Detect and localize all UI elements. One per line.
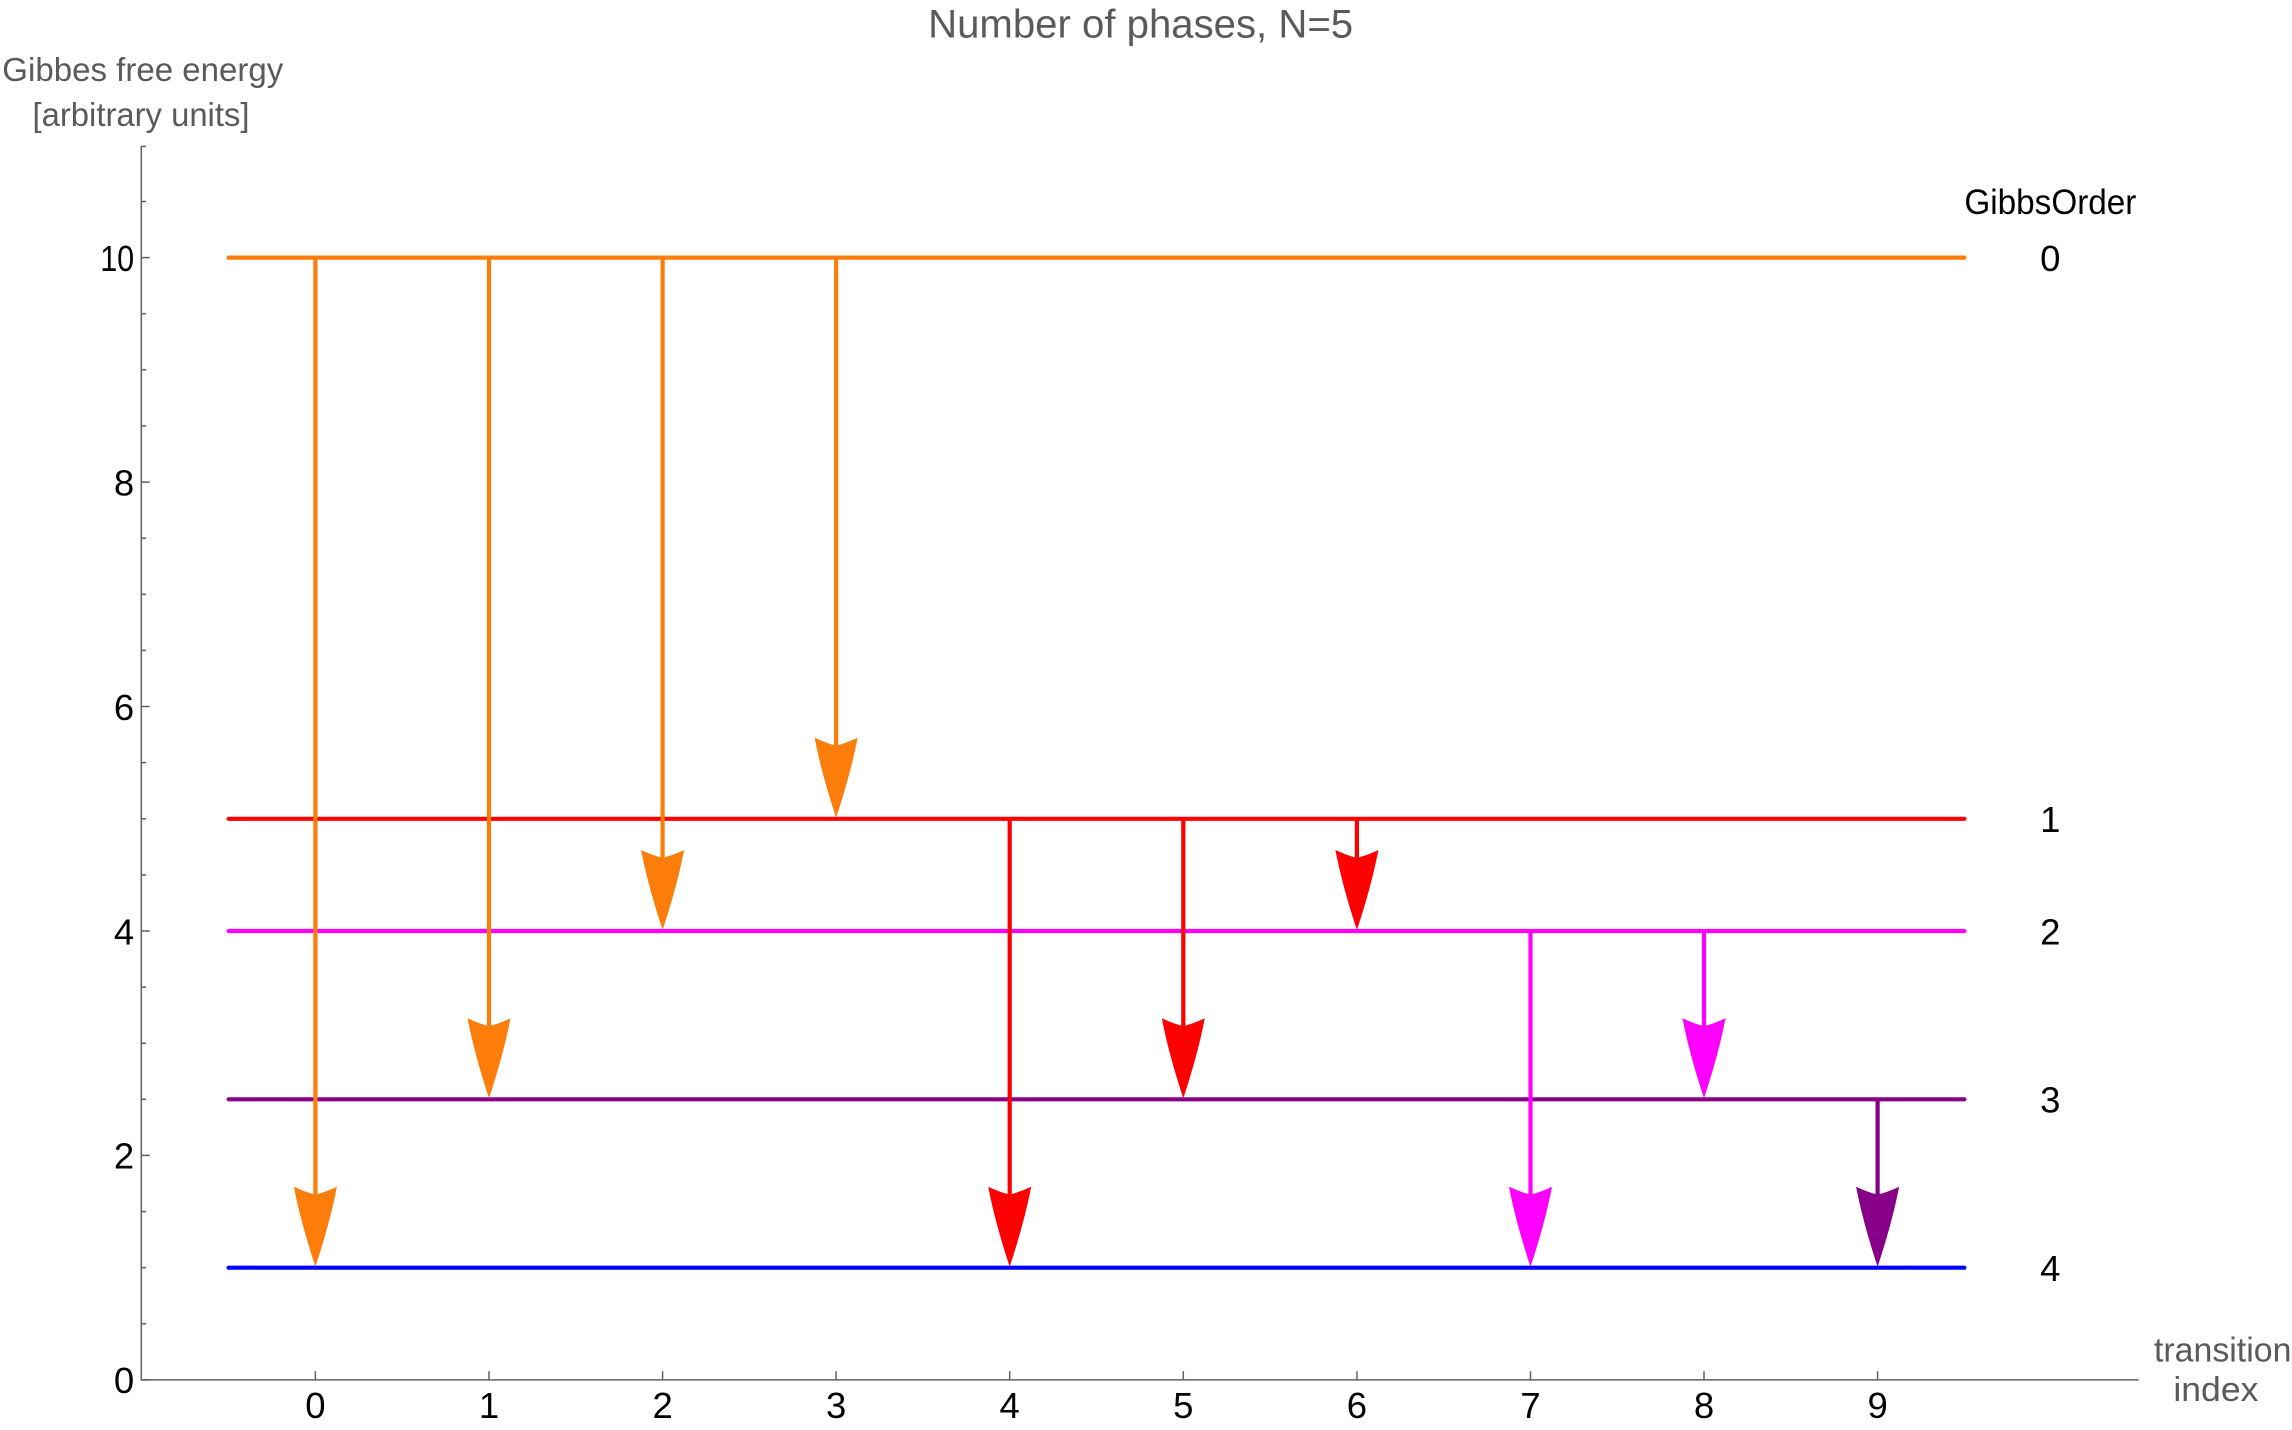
svg-text:2: 2 [114, 1136, 134, 1177]
svg-text:3: 3 [826, 1385, 846, 1425]
svg-text:Gibbes free energy: Gibbes free energy [2, 51, 283, 88]
svg-text:10: 10 [100, 238, 134, 279]
svg-text:transition: transition [2154, 1332, 2292, 1370]
svg-text:0: 0 [2040, 238, 2060, 279]
svg-text:Number of phases, N=5: Number of phases, N=5 [928, 2, 1353, 46]
svg-text:8: 8 [114, 462, 134, 503]
svg-text:5: 5 [1173, 1385, 1193, 1425]
svg-text:index: index [2173, 1371, 2258, 1409]
svg-text:7: 7 [1520, 1385, 1540, 1425]
svg-text:4: 4 [114, 911, 134, 952]
svg-text:8: 8 [1694, 1385, 1714, 1425]
svg-text:GibbsOrder: GibbsOrder [1964, 182, 2136, 222]
svg-text:4: 4 [1000, 1385, 1020, 1425]
svg-text:2: 2 [2040, 911, 2060, 952]
svg-text:3: 3 [2040, 1080, 2060, 1121]
svg-text:0: 0 [305, 1385, 325, 1425]
svg-text:2: 2 [652, 1385, 672, 1425]
svg-text:6: 6 [114, 687, 134, 728]
svg-text:0: 0 [114, 1360, 134, 1401]
svg-text:1: 1 [479, 1385, 499, 1425]
svg-text:4: 4 [2040, 1248, 2060, 1289]
svg-text:1: 1 [2040, 799, 2060, 840]
svg-text:9: 9 [1867, 1385, 1887, 1425]
svg-text:6: 6 [1347, 1385, 1367, 1425]
svg-text:[arbitrary units]: [arbitrary units] [33, 96, 250, 133]
